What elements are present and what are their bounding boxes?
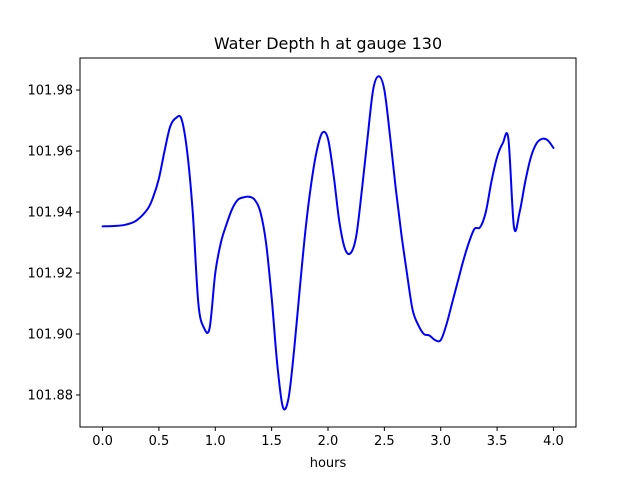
y-tick-label: 101.88 <box>28 388 74 403</box>
x-tick-label: 0.5 <box>149 434 170 449</box>
x-tick-label: 1.5 <box>261 434 282 449</box>
y-tick-label: 101.98 <box>28 84 74 99</box>
y-tick-label: 101.94 <box>28 206 74 221</box>
x-tick-label: 2.0 <box>318 434 339 449</box>
x-tick-label: 1.0 <box>205 434 226 449</box>
x-tick-label: 3.5 <box>487 434 508 449</box>
plot-frame <box>79 57 577 428</box>
axes-layer: 0.0 0.5 1.0 1.5 2.0 2.5 3.0 3.5 4.0 101.88 101.90 1… <box>28 57 577 449</box>
series-layer <box>101 75 555 411</box>
y-tick-label: 101.92 <box>28 266 74 281</box>
x-axis-label: hours <box>310 456 347 471</box>
x-tick-label: 2.5 <box>374 434 395 449</box>
y-tick-label: 101.96 <box>28 145 74 160</box>
y-tick-label: 101.90 <box>28 327 74 342</box>
series-line <box>101 75 555 411</box>
x-tick-label: 4.0 <box>543 434 564 449</box>
x-tick-label: 3.0 <box>430 434 451 449</box>
x-tick-label: 0.0 <box>92 434 113 449</box>
chart-title: Water Depth h at gauge 130 <box>214 34 442 53</box>
